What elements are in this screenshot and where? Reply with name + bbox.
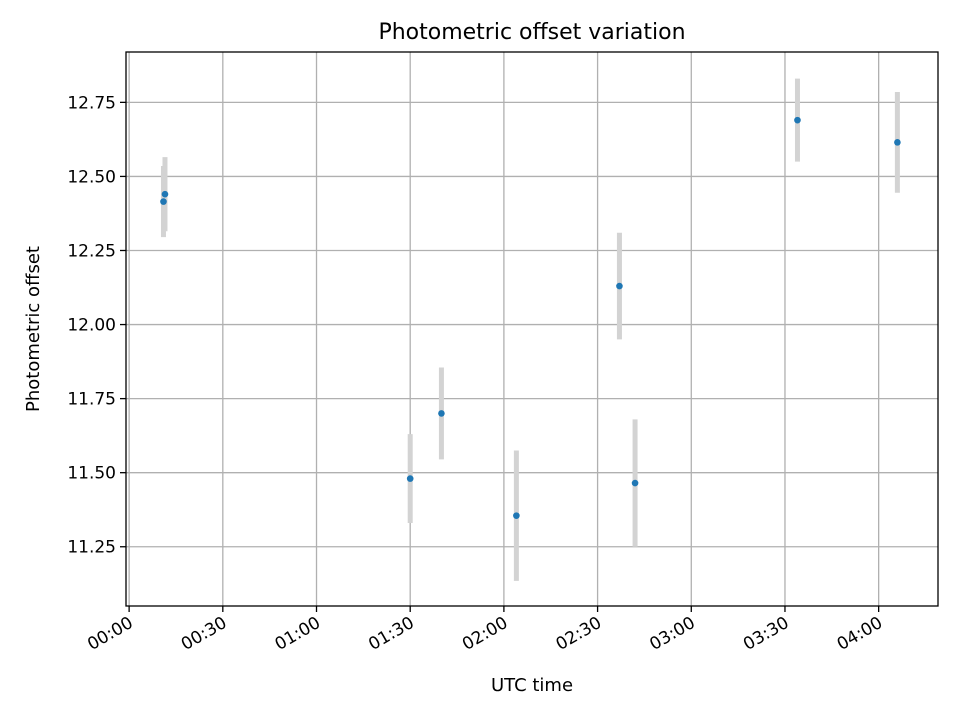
data-point: [160, 198, 167, 205]
y-tick-label: 12.75: [67, 93, 116, 113]
plot-area-frame: [125, 51, 939, 607]
data-points: [160, 116, 901, 519]
data-point: [161, 190, 169, 198]
y-axis-ticks: 11.25 11.50 11.75 12.00 12.25 12.50 12.75: [67, 93, 126, 558]
y-tick-label: 11.50: [67, 464, 116, 484]
data-point: [513, 512, 520, 519]
data-point: [631, 479, 639, 487]
data-point: [794, 116, 801, 124]
y-tick-label: 12.00: [67, 316, 116, 336]
data-point: [894, 139, 901, 146]
y-tick-label: 12.25: [67, 241, 116, 261]
y-tick-label: 11.25: [67, 538, 116, 558]
chart-title: Photometric offset variation: [378, 20, 685, 45]
data-point: [616, 282, 623, 290]
x-axis-label: UTC time: [491, 675, 573, 696]
grid: [126, 52, 938, 606]
y-tick-label: 11.75: [67, 390, 116, 410]
y-axis-label: Photometric offset: [23, 246, 44, 412]
y-tick-label: 12.50: [67, 167, 116, 187]
data-point: [438, 410, 445, 417]
data-point: [406, 475, 414, 482]
